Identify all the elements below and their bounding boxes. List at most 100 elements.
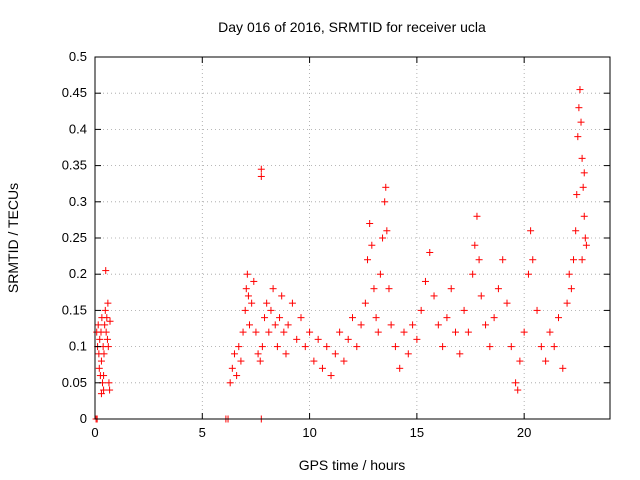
data-point [97, 390, 105, 398]
y-axis-label: SRMTID / TECUs [5, 183, 21, 293]
x-tick-label: 20 [517, 425, 531, 440]
x-tick-labels: 0 5 10 15 20 [91, 425, 531, 440]
data-point [580, 212, 588, 220]
data-point [102, 328, 110, 336]
data-point [235, 343, 243, 351]
data-point [413, 335, 421, 343]
data-point [101, 321, 109, 329]
data-point [563, 299, 571, 307]
y-tick-label: 0.45 [62, 85, 87, 100]
data-point [94, 321, 102, 329]
y-tick-label: 0 [80, 411, 87, 426]
data-point [499, 256, 507, 264]
data-point [565, 270, 573, 278]
x-tick-label: 15 [410, 425, 424, 440]
data-point [482, 321, 490, 329]
data-point [486, 343, 494, 351]
data-point [244, 292, 252, 300]
data-point [327, 372, 335, 380]
data-point [257, 165, 265, 173]
data-point [494, 285, 502, 293]
x-axis-label: GPS time / hours [299, 457, 406, 473]
data-point [105, 379, 113, 387]
data-point [323, 343, 331, 351]
data-point [282, 350, 290, 358]
data-point [417, 306, 425, 314]
data-point [507, 343, 515, 351]
data-point [576, 86, 584, 94]
data-point [447, 285, 455, 293]
data-point [242, 285, 250, 293]
data-point [239, 328, 247, 336]
data-point [383, 227, 391, 235]
data-point [340, 357, 348, 365]
y-tick-labels: 0 0.05 0.1 0.15 0.2 0.25 0.3 0.35 0.4 0.45 0.5 [62, 49, 87, 426]
data-point [581, 234, 589, 242]
y-tick-label: 0.2 [69, 266, 87, 281]
chart-title: Day 016 of 2016, SRMTID for receiver ucl… [218, 19, 486, 35]
data-point [368, 241, 376, 249]
data-point [382, 183, 390, 191]
data-point [248, 299, 256, 307]
data-point [456, 350, 464, 358]
data-point [477, 292, 485, 300]
data-point [575, 104, 583, 112]
data-point [396, 364, 404, 372]
data-point [254, 350, 262, 358]
data-point [228, 364, 236, 372]
grid-lines [95, 57, 610, 419]
data-point [263, 299, 271, 307]
data-point [578, 256, 586, 264]
data-point [537, 343, 545, 351]
data-point [372, 314, 380, 322]
y-tick-label: 0.25 [62, 230, 87, 245]
data-point [512, 379, 520, 387]
data-point [100, 350, 108, 358]
data-point [336, 328, 344, 336]
data-point [374, 328, 382, 336]
data-point [578, 154, 586, 162]
data-point [96, 335, 104, 343]
data-point [387, 321, 395, 329]
data-point [306, 328, 314, 336]
axis-ticks [94, 56, 610, 420]
x-tick-label: 5 [199, 425, 206, 440]
data-point [366, 220, 374, 228]
data-point [524, 270, 532, 278]
data-point [258, 343, 266, 351]
data-point [555, 314, 562, 322]
data-point [276, 314, 284, 322]
data-point [95, 364, 103, 372]
data-point [278, 292, 286, 300]
data-point [103, 314, 111, 322]
data-point [516, 357, 524, 365]
data-point [314, 335, 322, 343]
data-point [529, 256, 537, 264]
x-tick-label: 0 [91, 425, 98, 440]
data-point [473, 212, 481, 220]
data-point [514, 386, 522, 394]
y-tick-label: 0.5 [69, 49, 87, 64]
data-point [331, 350, 339, 358]
data-point [104, 299, 112, 307]
data-point [252, 328, 260, 336]
data-point [353, 343, 361, 351]
data-point [381, 198, 389, 206]
data-point [349, 314, 356, 322]
data-point [261, 314, 269, 322]
y-tick-label: 0.05 [62, 375, 87, 390]
data-point [102, 267, 110, 275]
data-point [364, 256, 372, 264]
data-point [527, 227, 535, 235]
data-point [280, 328, 288, 336]
data-point [293, 335, 301, 343]
data-point [376, 270, 384, 278]
data-point [385, 285, 393, 293]
data-point [490, 314, 498, 322]
data-point [471, 241, 479, 249]
data-point [400, 328, 408, 336]
data-point [580, 169, 588, 177]
x-tick-label: 10 [302, 425, 316, 440]
data-point [267, 306, 275, 314]
